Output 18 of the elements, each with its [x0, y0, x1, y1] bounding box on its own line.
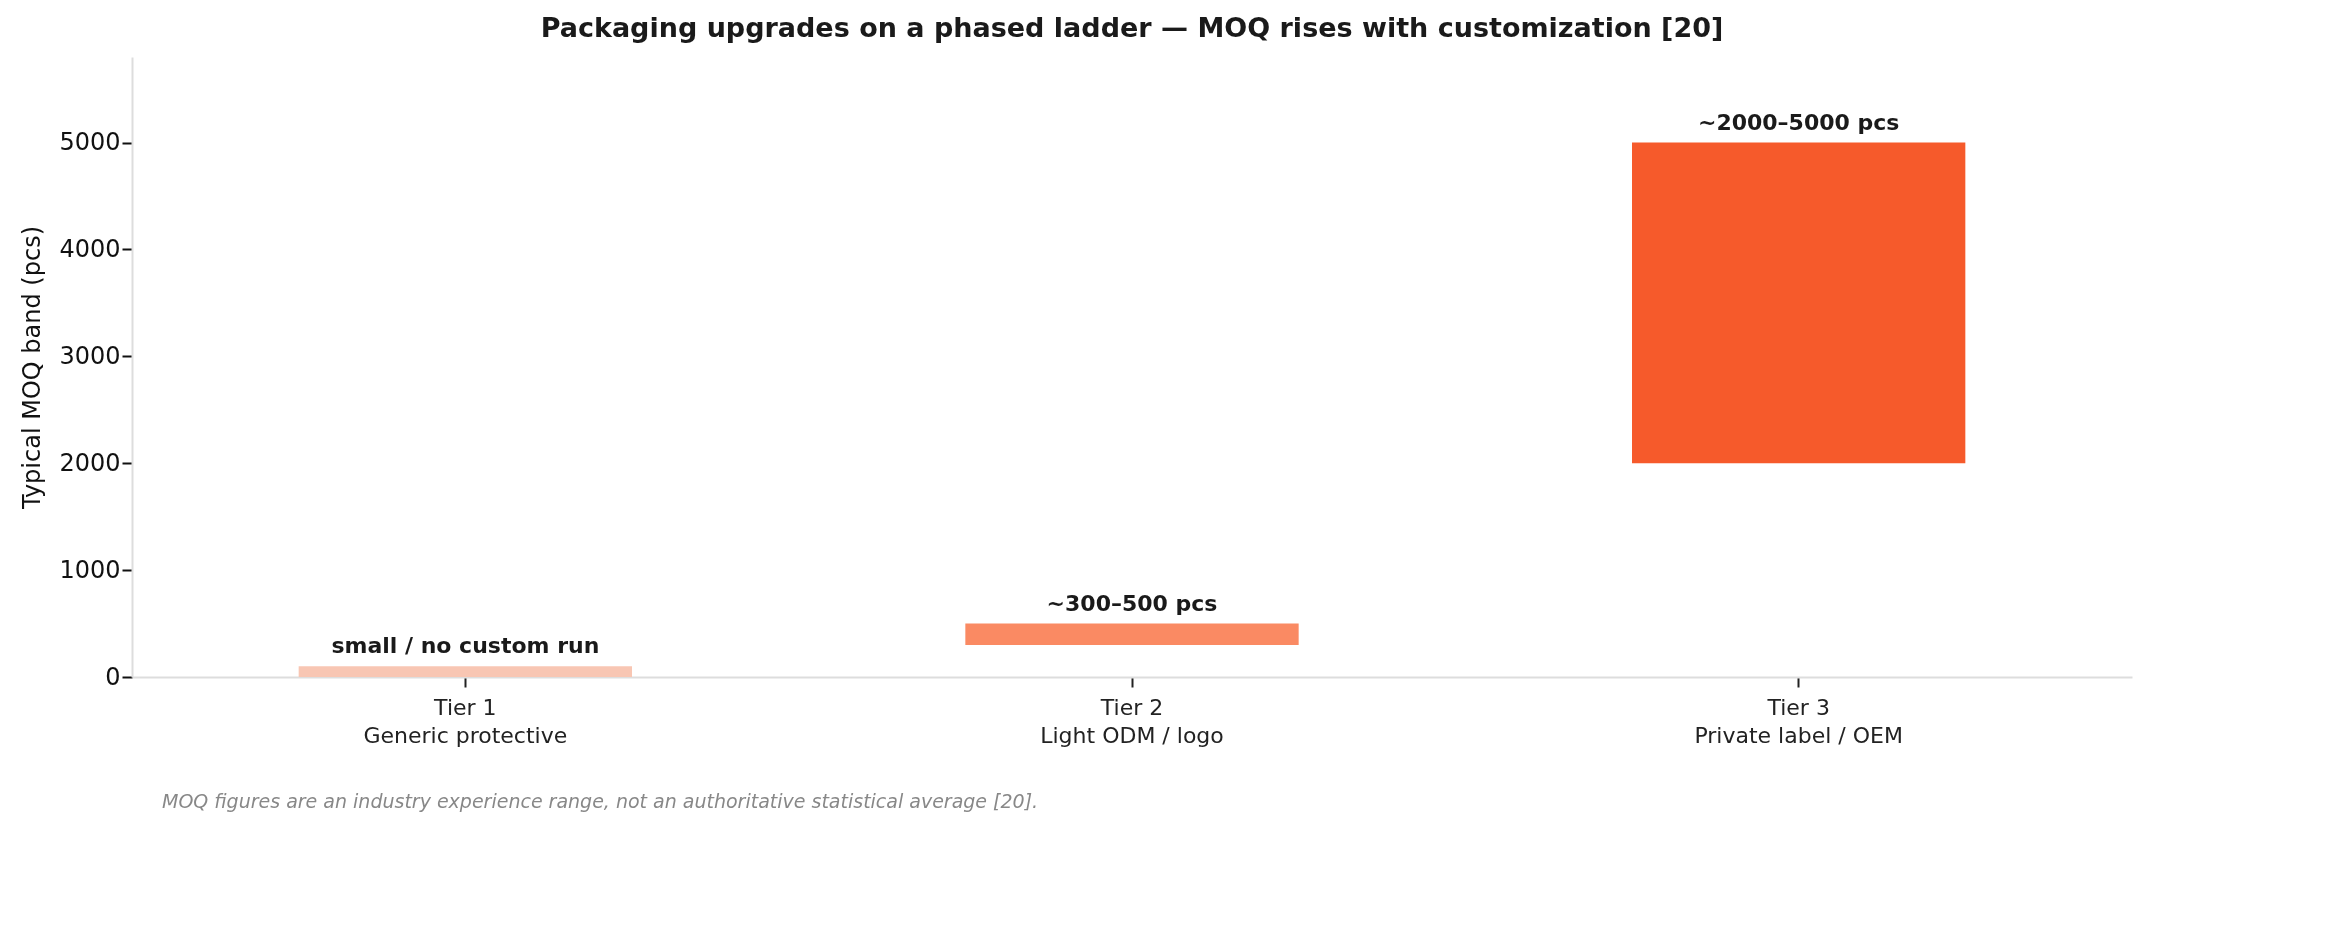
x-tick-label: Tier 2 Light ODM / logo [1040, 694, 1224, 748]
y-tick-label: 2000 [59, 448, 121, 477]
data-label: ~2000–5000 pcs [1697, 109, 1900, 135]
bar [965, 623, 1299, 645]
y-tick-label: 1000 [59, 555, 121, 584]
x-tick-label: Tier 1 Generic protective [363, 694, 568, 748]
y-axis-title: Typical MOQ band (pcs) [18, 225, 47, 511]
bar [1632, 142, 1966, 464]
x-tick-label: Tier 3 Private label / OEM [1694, 694, 1903, 748]
y-tick-label: 5000 [59, 128, 121, 157]
data-label: ~300–500 pcs [1046, 590, 1218, 616]
y-tick-label: 0 [105, 662, 121, 691]
text: MOQ figures are an industry experience range, not an authoritative statistical average [20]. [162, 790, 1039, 812]
bar [298, 666, 632, 677]
y-tick-label: 4000 [59, 234, 121, 263]
chart-title: Packaging upgrades on a phased ladder — MOQ rises with customization [20] [540, 12, 1724, 43]
y-tick-label: 3000 [59, 341, 121, 370]
data-label: small / no custom run [331, 633, 600, 659]
